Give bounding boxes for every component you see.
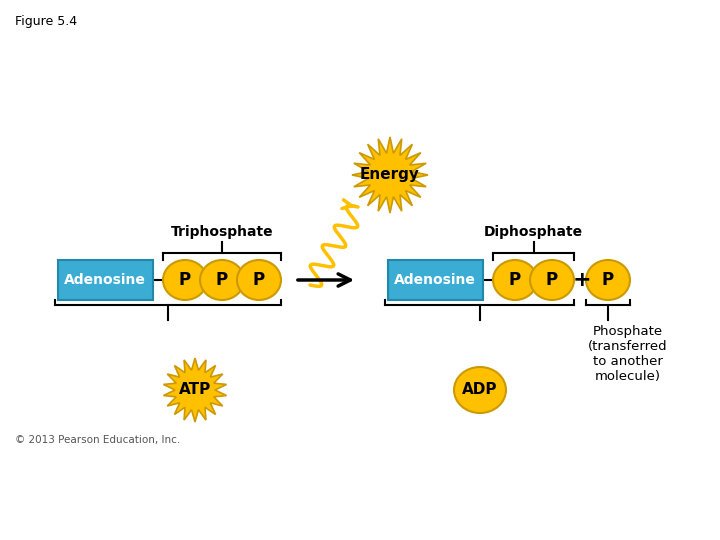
Text: P: P [546, 271, 558, 289]
Ellipse shape [493, 260, 537, 300]
FancyBboxPatch shape [387, 260, 482, 300]
Text: ATP: ATP [179, 382, 211, 397]
Text: P: P [602, 271, 614, 289]
Ellipse shape [454, 367, 506, 413]
Text: Diphosphate: Diphosphate [484, 225, 583, 239]
Polygon shape [163, 358, 227, 422]
Ellipse shape [237, 260, 281, 300]
Ellipse shape [530, 260, 574, 300]
Text: Adenosine: Adenosine [64, 273, 146, 287]
Text: +: + [572, 270, 591, 290]
Text: P: P [179, 271, 191, 289]
Text: Triphosphate: Triphosphate [171, 225, 274, 239]
Text: Energy: Energy [360, 167, 420, 183]
Text: © 2013 Pearson Education, Inc.: © 2013 Pearson Education, Inc. [15, 435, 180, 445]
Text: P: P [216, 271, 228, 289]
Ellipse shape [200, 260, 244, 300]
Text: P: P [253, 271, 265, 289]
Polygon shape [352, 137, 428, 213]
Ellipse shape [586, 260, 630, 300]
Ellipse shape [163, 260, 207, 300]
Text: Adenosine: Adenosine [394, 273, 476, 287]
Text: Phosphate
(transferred
to another
molecule): Phosphate (transferred to another molecu… [588, 325, 668, 383]
Text: P: P [509, 271, 521, 289]
FancyBboxPatch shape [58, 260, 153, 300]
Text: ADP: ADP [462, 382, 498, 397]
Text: Figure 5.4: Figure 5.4 [15, 15, 77, 28]
